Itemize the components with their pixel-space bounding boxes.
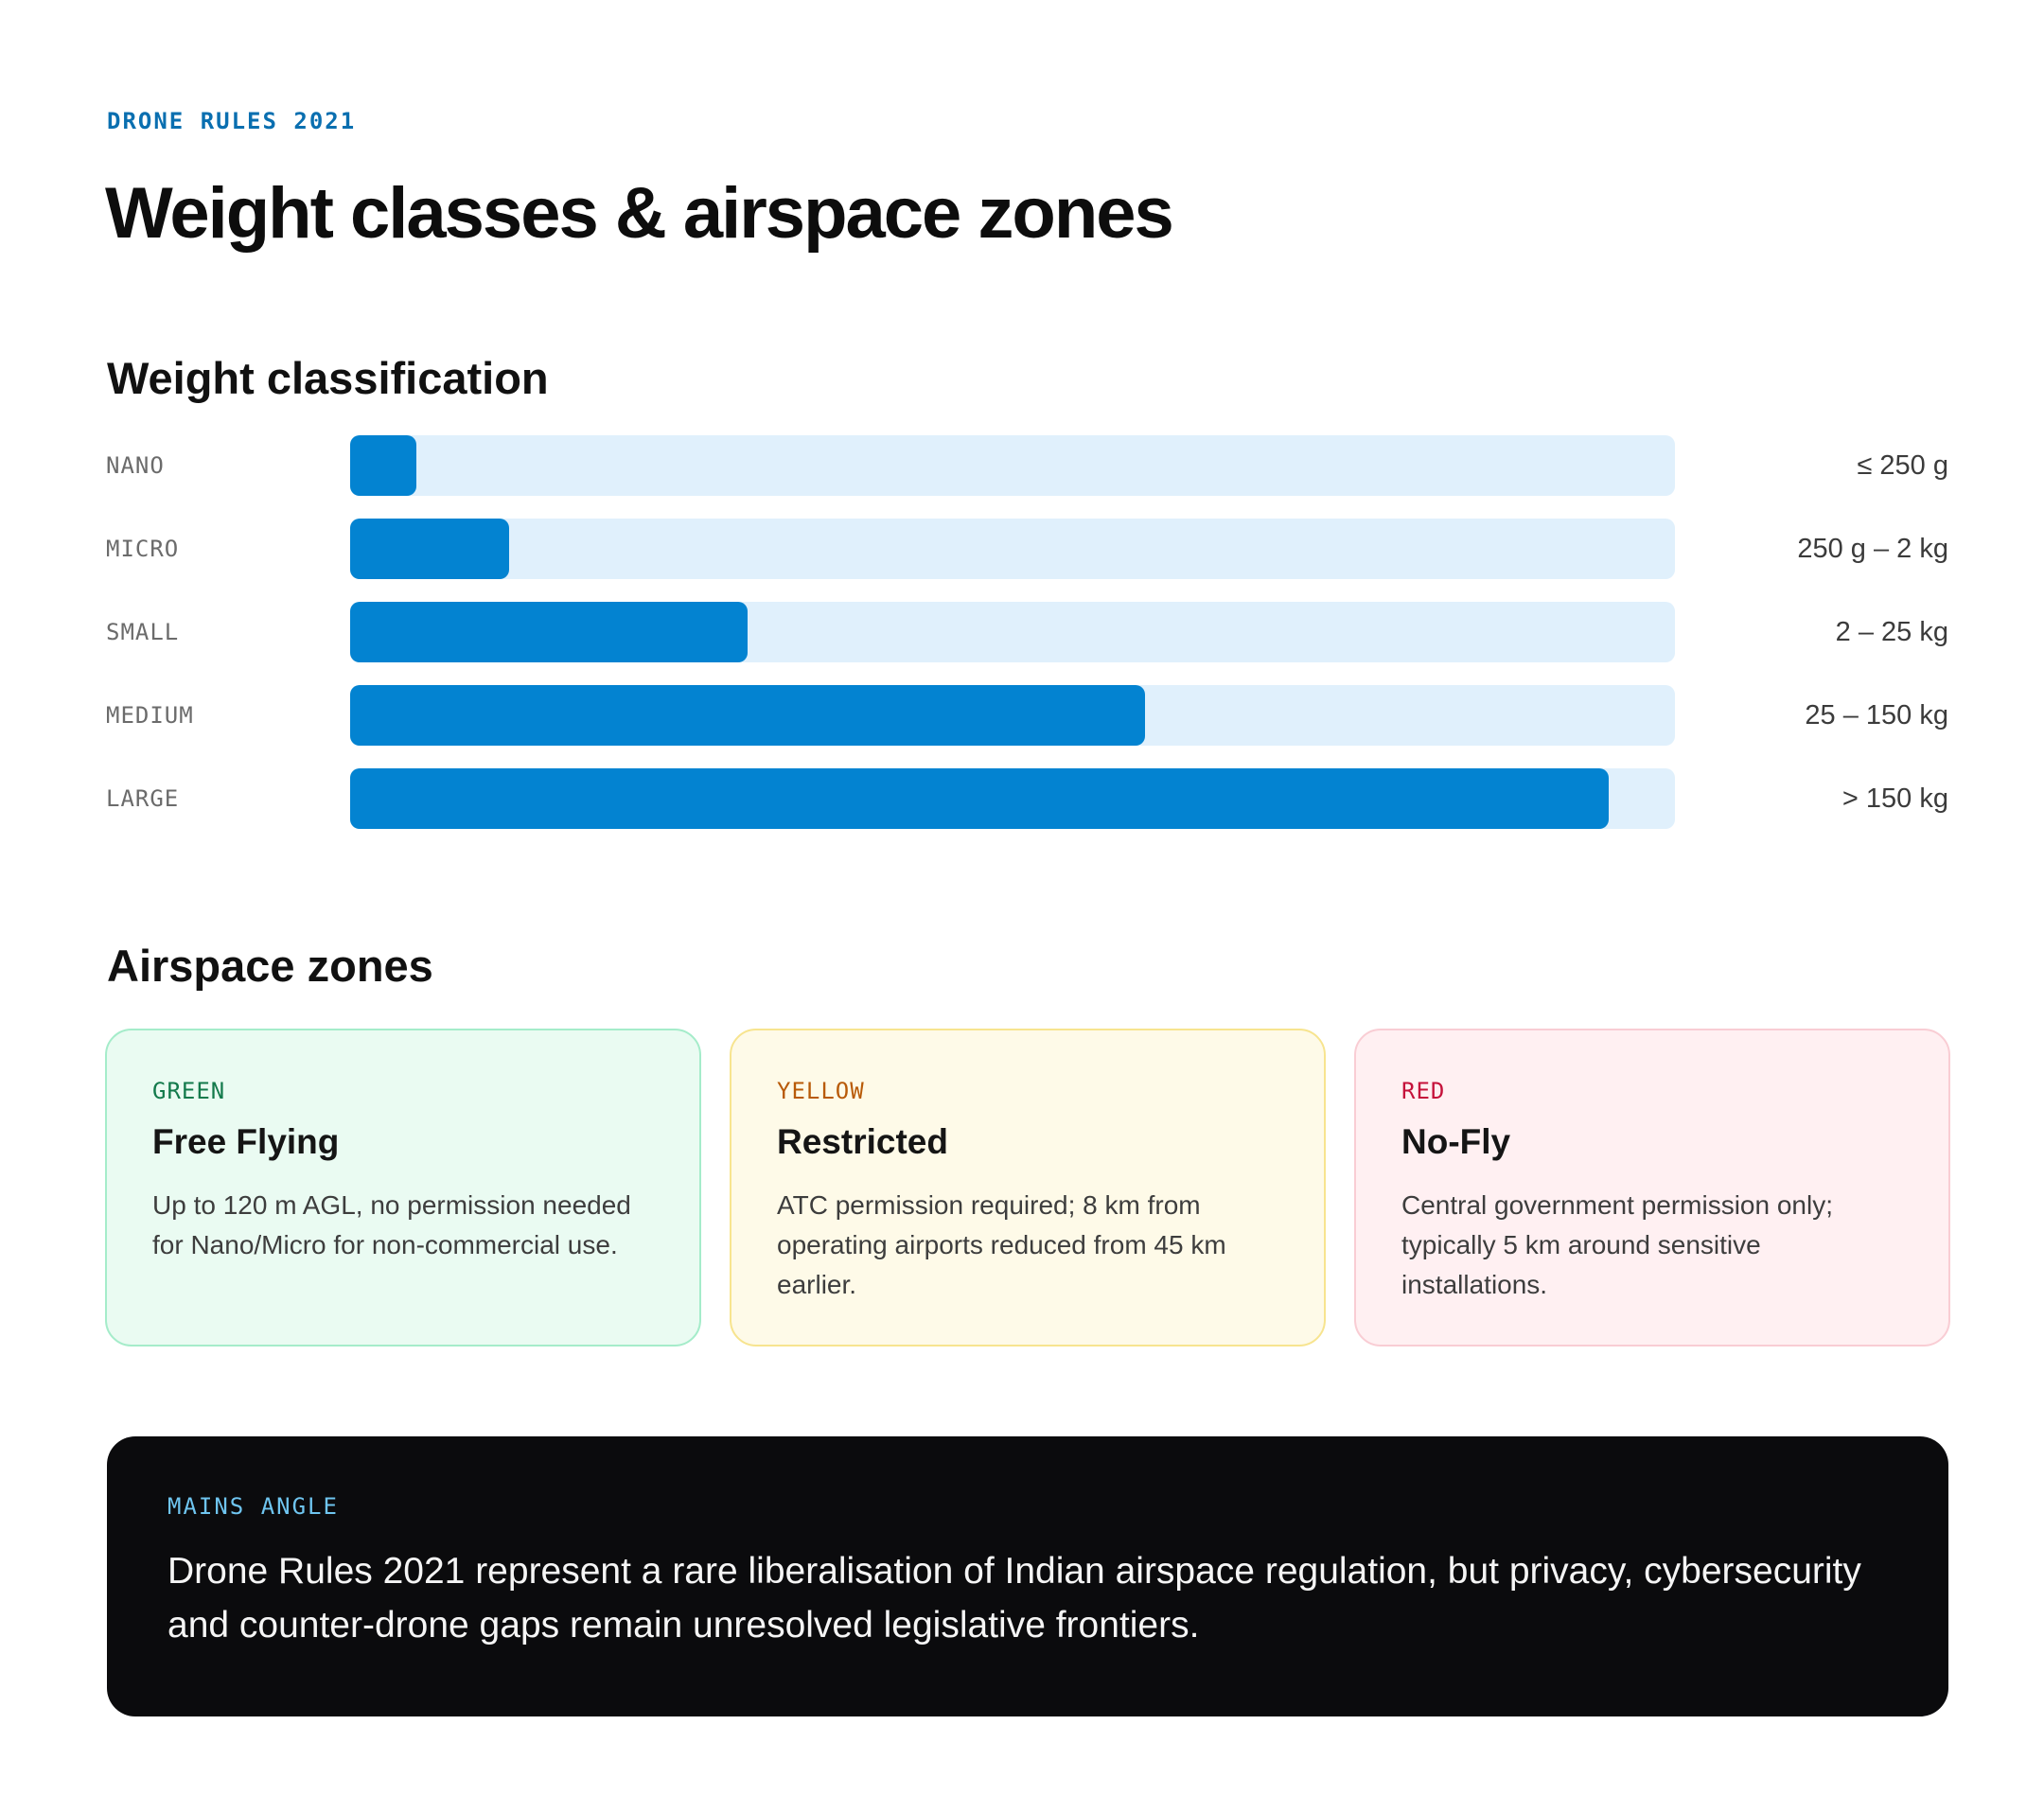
zone-card-green: GREEN Free Flying Up to 120 m AGL, no pe… (105, 1029, 701, 1347)
zone-name: Restricted (777, 1122, 948, 1161)
weight-section-title: Weight classification (107, 353, 549, 403)
bar-track (350, 602, 1675, 662)
zone-name: Free Flying (152, 1122, 340, 1161)
bar-track (350, 435, 1675, 496)
bar (350, 519, 509, 579)
bar (350, 602, 748, 662)
zone-tag: GREEN (152, 1078, 226, 1104)
bar-row-large: LARGE > 150 kg (0, 768, 2044, 829)
eyebrow-label: DRONE RULES 2021 (107, 108, 357, 134)
bar (350, 768, 1609, 829)
bar-row-small: SMALL 2 – 25 kg (0, 602, 2044, 662)
bar (350, 435, 416, 496)
bar-value-label: 2 – 25 kg (1835, 617, 1948, 647)
zone-description: Up to 120 m AGL, no permission needed fo… (152, 1190, 631, 1259)
zone-tag: YELLOW (777, 1078, 865, 1104)
bar-track (350, 768, 1675, 829)
bar-row-medium: MEDIUM 25 – 150 kg (0, 685, 2044, 746)
bar-track (350, 685, 1675, 746)
bar-value-label: > 150 kg (1841, 783, 1948, 814)
bar-row-nano: NANO ≤ 250 g (0, 435, 2044, 496)
zone-card-yellow: YELLOW Restricted ATC permission require… (730, 1029, 1326, 1347)
page-title: Weight classes & airspace zones (105, 173, 1174, 254)
zones-section-title: Airspace zones (107, 941, 433, 991)
bar-track (350, 519, 1675, 579)
bar-category-label: MICRO (106, 536, 180, 562)
bar-value-label: 25 – 150 kg (1805, 700, 1948, 730)
bar-category-label: NANO (106, 452, 165, 479)
bar-row-micro: MICRO 250 g – 2 kg (0, 519, 2044, 579)
weight-classification-chart: NANO ≤ 250 g MICRO 250 g – 2 kg SMALL 2 – 25 … (0, 435, 2044, 852)
zone-tag: RED (1401, 1078, 1446, 1104)
zone-name: No-Fly (1401, 1122, 1511, 1161)
bar-category-label: SMALL (106, 619, 180, 645)
bar (350, 685, 1145, 746)
callout-tag: MAINS ANGLE (167, 1493, 339, 1520)
mains-angle-callout: MAINS ANGLE Drone Rules 2021 represent a… (107, 1436, 1948, 1716)
bar-category-label: MEDIUM (106, 702, 194, 729)
bar-category-label: LARGE (106, 785, 180, 812)
zone-description: ATC permission required; 8 km from opera… (777, 1190, 1226, 1299)
callout-text: Drone Rules 2021 represent a rare libera… (167, 1551, 1861, 1646)
bar-value-label: 250 g – 2 kg (1797, 534, 1948, 564)
zone-card-red: RED No-Fly Central government permission… (1354, 1029, 1950, 1347)
bar-value-label: ≤ 250 g (1857, 450, 1948, 481)
zone-description: Central government permission only; typi… (1401, 1190, 1833, 1299)
